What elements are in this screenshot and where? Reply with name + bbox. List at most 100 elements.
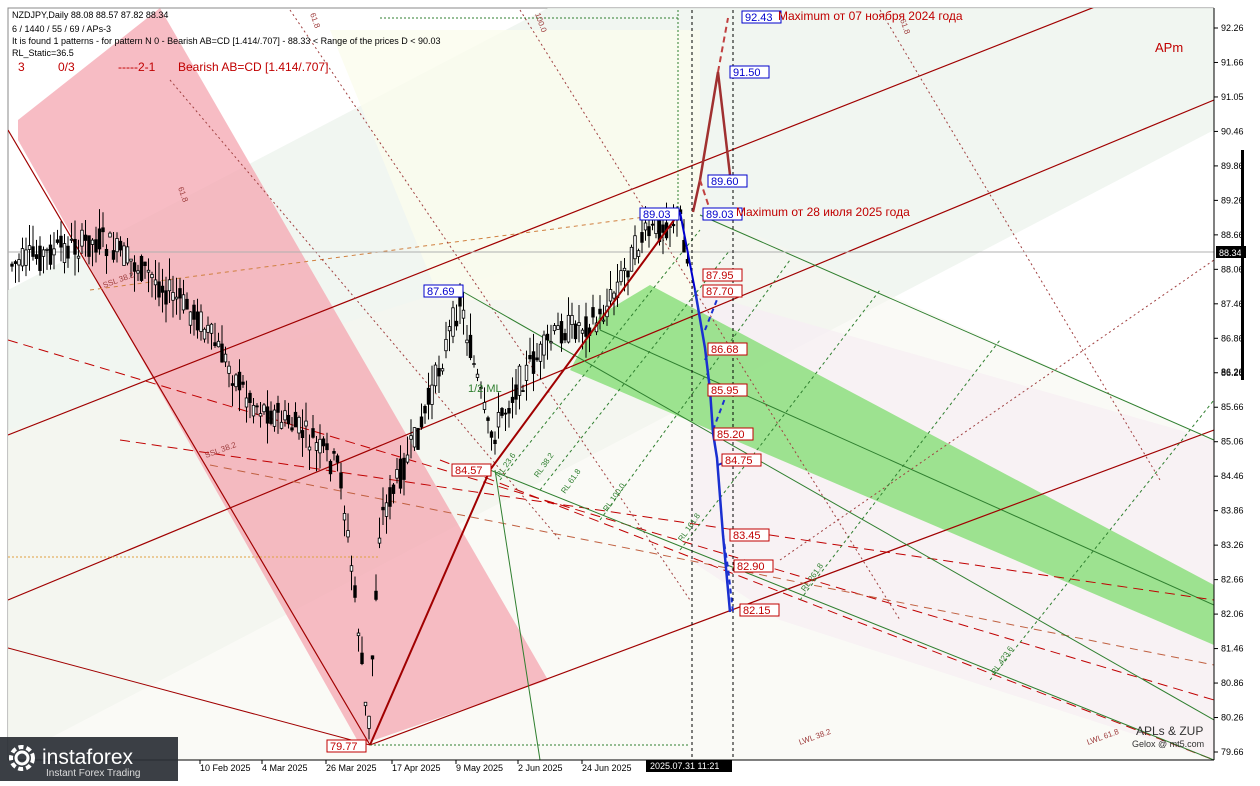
price-box-label: 79.77 [330, 741, 358, 753]
candle-body [304, 420, 308, 427]
candle-body [251, 404, 256, 417]
candle-body [104, 248, 109, 257]
x-tick-label: 17 Apr 2025 [392, 763, 441, 773]
candle-body [276, 402, 280, 413]
candle-body [146, 269, 151, 273]
candle-body [307, 446, 312, 451]
candle-body [255, 405, 259, 408]
candle-body [321, 438, 326, 447]
candle-body [332, 451, 336, 454]
y-tick-label: 86.86 [1221, 333, 1244, 343]
half-ml-label: 1/2 ML [468, 383, 502, 395]
candle-body [559, 321, 564, 344]
price-scale[interactable] [1214, 0, 1260, 781]
candle-body [62, 243, 67, 263]
candle-body [111, 250, 116, 260]
candle-body [314, 442, 319, 451]
candle-body [167, 279, 172, 292]
price-box-label: 84.57 [455, 465, 483, 477]
candle-body [636, 250, 641, 257]
candle-body [584, 316, 588, 337]
y-tick-label: 89.86 [1221, 161, 1244, 171]
candle-body [59, 235, 63, 248]
candle-body [538, 343, 543, 362]
price-box [707, 342, 748, 356]
candle-body [475, 373, 480, 378]
candle-body [90, 239, 95, 245]
candle-body [290, 427, 294, 431]
zigzag-down [679, 211, 696, 291]
candle-body [160, 285, 165, 293]
candle-body [521, 390, 525, 392]
candle-body [48, 244, 53, 265]
green-dash-4 [679, 289, 881, 551]
price-box-label: 84.75 [725, 455, 753, 467]
candle-body [577, 322, 581, 326]
candle-body [629, 246, 634, 272]
time-cursor-box [646, 760, 732, 772]
apm-label: APm [1155, 40, 1183, 55]
current-price-value: 88.34 [1219, 248, 1242, 258]
symbol-line: NZDJPY,Daily 88.08 88.57 87.82 88.34 [12, 10, 168, 20]
green-band-median [599, 329, 1214, 606]
base-line [8, 647, 371, 746]
candle-body [643, 222, 648, 231]
max-2024-annotation: Maximum от 07 ноября 2024 года [778, 9, 963, 23]
candle-body [31, 246, 35, 257]
red-projection-dash [717, 17, 729, 73]
candle-body [286, 414, 291, 425]
candle-body [227, 365, 231, 374]
candle-body [157, 281, 161, 298]
counter-a: 3 [18, 60, 25, 74]
candle-body [388, 487, 392, 507]
price-box [326, 739, 367, 753]
candle-body [612, 292, 616, 299]
candle-body [164, 290, 168, 305]
candle-body [570, 315, 574, 325]
logo-subtitle: Instant Forex Trading [46, 768, 141, 779]
candle-body [311, 428, 315, 438]
gear-icon [9, 745, 35, 771]
y-tick-label: 85.06 [1221, 437, 1244, 447]
price-box-label: 89.03 [643, 209, 671, 221]
candle-body [24, 249, 28, 266]
candle-body [496, 411, 501, 428]
candle-body [328, 460, 333, 475]
scale-scrollbar[interactable] [1241, 150, 1244, 380]
candle-body [374, 590, 378, 600]
x-tick-label: 26 Mar 2025 [326, 763, 377, 773]
candle-body [55, 239, 60, 243]
candle-body [556, 325, 560, 330]
pink-channel [18, 8, 548, 745]
y-tick-label: 83.86 [1221, 506, 1244, 516]
price-box [721, 453, 762, 467]
candle-body [444, 338, 448, 352]
y-tick-label: 87.46 [1221, 299, 1244, 309]
price-box-label: 85.95 [711, 385, 739, 397]
y-tick-label: 90.46 [1221, 126, 1244, 136]
candle-body [262, 404, 266, 413]
candle-body [447, 326, 452, 332]
green-dash-1 [499, 229, 701, 481]
candle-body [461, 309, 466, 319]
candle-body [440, 368, 445, 372]
candle-body [608, 289, 613, 302]
time-axis [0, 760, 1214, 781]
candles-layer [10, 202, 690, 740]
candle-body [153, 279, 158, 286]
candle-body [514, 384, 518, 400]
green-line-1 [489, 469, 1214, 760]
x-tick-label: 4 Mar 2025 [262, 763, 308, 773]
x-tick-label: 9 May 2025 [456, 763, 503, 773]
blue-dash-1 [704, 291, 721, 331]
candle-body [339, 472, 343, 489]
candle-body [237, 371, 242, 391]
candle-body [482, 402, 487, 410]
candle-body [661, 224, 665, 233]
candle-body [640, 232, 644, 243]
candle-body [598, 308, 602, 315]
candle-body [493, 439, 497, 445]
candle-body [601, 319, 606, 322]
candle-body [41, 249, 46, 257]
